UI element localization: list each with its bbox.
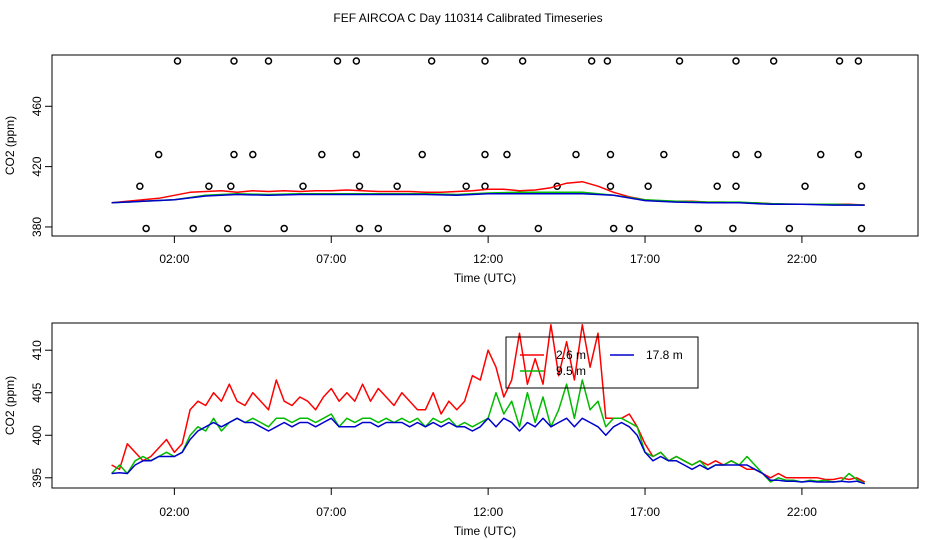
- calibration-point: [518, 57, 527, 65]
- calibration-point: [713, 182, 721, 190]
- calibration-point: [249, 150, 257, 159]
- x-tick-label: 22:00: [787, 505, 817, 519]
- calibration-point: [230, 150, 238, 159]
- x-axis-label: Time (UTC): [454, 524, 516, 538]
- calibration-point: [189, 224, 197, 233]
- calibration-point: [587, 57, 596, 65]
- calibration-point: [280, 224, 288, 233]
- plot-frame: [51, 54, 919, 237]
- calibration-point: [835, 57, 844, 65]
- x-tick-label: 12:00: [473, 505, 503, 519]
- x-tick-label: 07:00: [316, 252, 346, 266]
- calibration-point: [374, 224, 383, 233]
- y-tick-label: 380: [30, 217, 44, 237]
- calibration-point: [333, 57, 342, 65]
- calibration-point: [355, 182, 364, 190]
- chart-title: FEF AIRCOA C Day 110314 Calibrated Times…: [333, 11, 602, 25]
- legend-label: 17.8 m: [646, 348, 683, 362]
- calibration-point: [462, 182, 470, 190]
- calibration-point: [603, 57, 612, 65]
- calibration-point: [481, 150, 489, 159]
- calibration-point: [205, 182, 213, 190]
- y-tick-label: 420: [30, 156, 44, 176]
- calibration-point: [675, 57, 684, 65]
- y-tick-label: 395: [30, 467, 44, 487]
- calibration-point: [609, 224, 618, 233]
- calibration-point: [694, 224, 703, 233]
- calibration-point: [154, 150, 163, 159]
- calibration-point: [854, 57, 863, 65]
- calibration-point: [481, 57, 489, 65]
- calibration-point: [136, 182, 144, 190]
- calibration-point: [644, 182, 652, 190]
- calibration-point: [534, 224, 543, 233]
- x-tick-label: 22:00: [787, 252, 817, 266]
- series-line-2-6-m: [111, 323, 866, 483]
- calibration-point: [606, 150, 615, 159]
- top-panel: 02:00 07:00 12:00 17:00 22:00 380 420 460 Time (…: [3, 54, 919, 285]
- y-tick-label: 405: [30, 382, 44, 402]
- y-tick-label: 410: [30, 340, 44, 360]
- calibration-point: [299, 182, 307, 190]
- bottom-panel: 02:00 07:00 12:00 17:00 22:00 395 400 405 410 Tim…: [3, 322, 919, 538]
- calibration-point: [660, 150, 668, 159]
- calibration-point: [481, 182, 489, 190]
- calibration-point: [732, 57, 740, 65]
- calibration-point: [264, 57, 273, 65]
- calibration-point: [785, 224, 794, 233]
- calibration-point: [857, 224, 866, 233]
- calibration-point: [854, 150, 863, 159]
- calibration-point: [418, 150, 426, 159]
- x-axis-label: Time (UTC): [454, 271, 516, 285]
- series-line-17-8-m: [111, 193, 865, 206]
- calibration-point: [352, 150, 361, 159]
- calibration-point: [769, 57, 778, 65]
- calibration-point: [503, 150, 511, 159]
- calibration-point: [816, 150, 825, 159]
- x-tick-label: 12:00: [473, 252, 503, 266]
- calibration-point: [443, 224, 452, 233]
- legend-label: 2.6 m: [556, 348, 586, 362]
- calibration-point: [729, 224, 737, 233]
- calibration-point: [754, 150, 762, 159]
- x-tick-label: 17:00: [630, 252, 660, 266]
- legend-label: 9.5 m: [556, 364, 586, 378]
- y-axis-label: CO2 (ppm): [3, 376, 17, 435]
- x-tick-label: 02:00: [159, 252, 189, 266]
- calibration-point: [393, 182, 401, 190]
- plot-frame: [51, 322, 919, 489]
- calibration-point: [732, 150, 740, 159]
- x-tick-label: 02:00: [159, 505, 189, 519]
- y-tick-label: 460: [30, 96, 44, 116]
- calibration-point: [606, 182, 615, 190]
- calibration-point: [572, 150, 580, 159]
- calibration-point: [732, 182, 740, 190]
- x-tick-label: 17:00: [630, 505, 660, 519]
- calibration-point: [230, 57, 238, 65]
- calibration-point: [478, 224, 486, 233]
- calibration-point: [227, 182, 235, 190]
- calibration-point: [223, 224, 232, 233]
- series-line-17-8-m: [111, 417, 865, 485]
- calibration-point: [625, 224, 634, 233]
- calibration-point: [352, 57, 361, 65]
- calibration-point: [801, 182, 809, 190]
- calibration-point: [173, 57, 182, 65]
- legend-box: [505, 336, 699, 389]
- calibration-point: [318, 150, 326, 159]
- calibration-point: [355, 224, 364, 233]
- calibration-point: [857, 182, 866, 190]
- y-tick-label: 400: [30, 425, 44, 445]
- x-tick-label: 07:00: [316, 505, 346, 519]
- calibration-point: [427, 57, 436, 65]
- calibration-point: [142, 224, 150, 233]
- y-axis-label: CO2 (ppm): [3, 116, 17, 175]
